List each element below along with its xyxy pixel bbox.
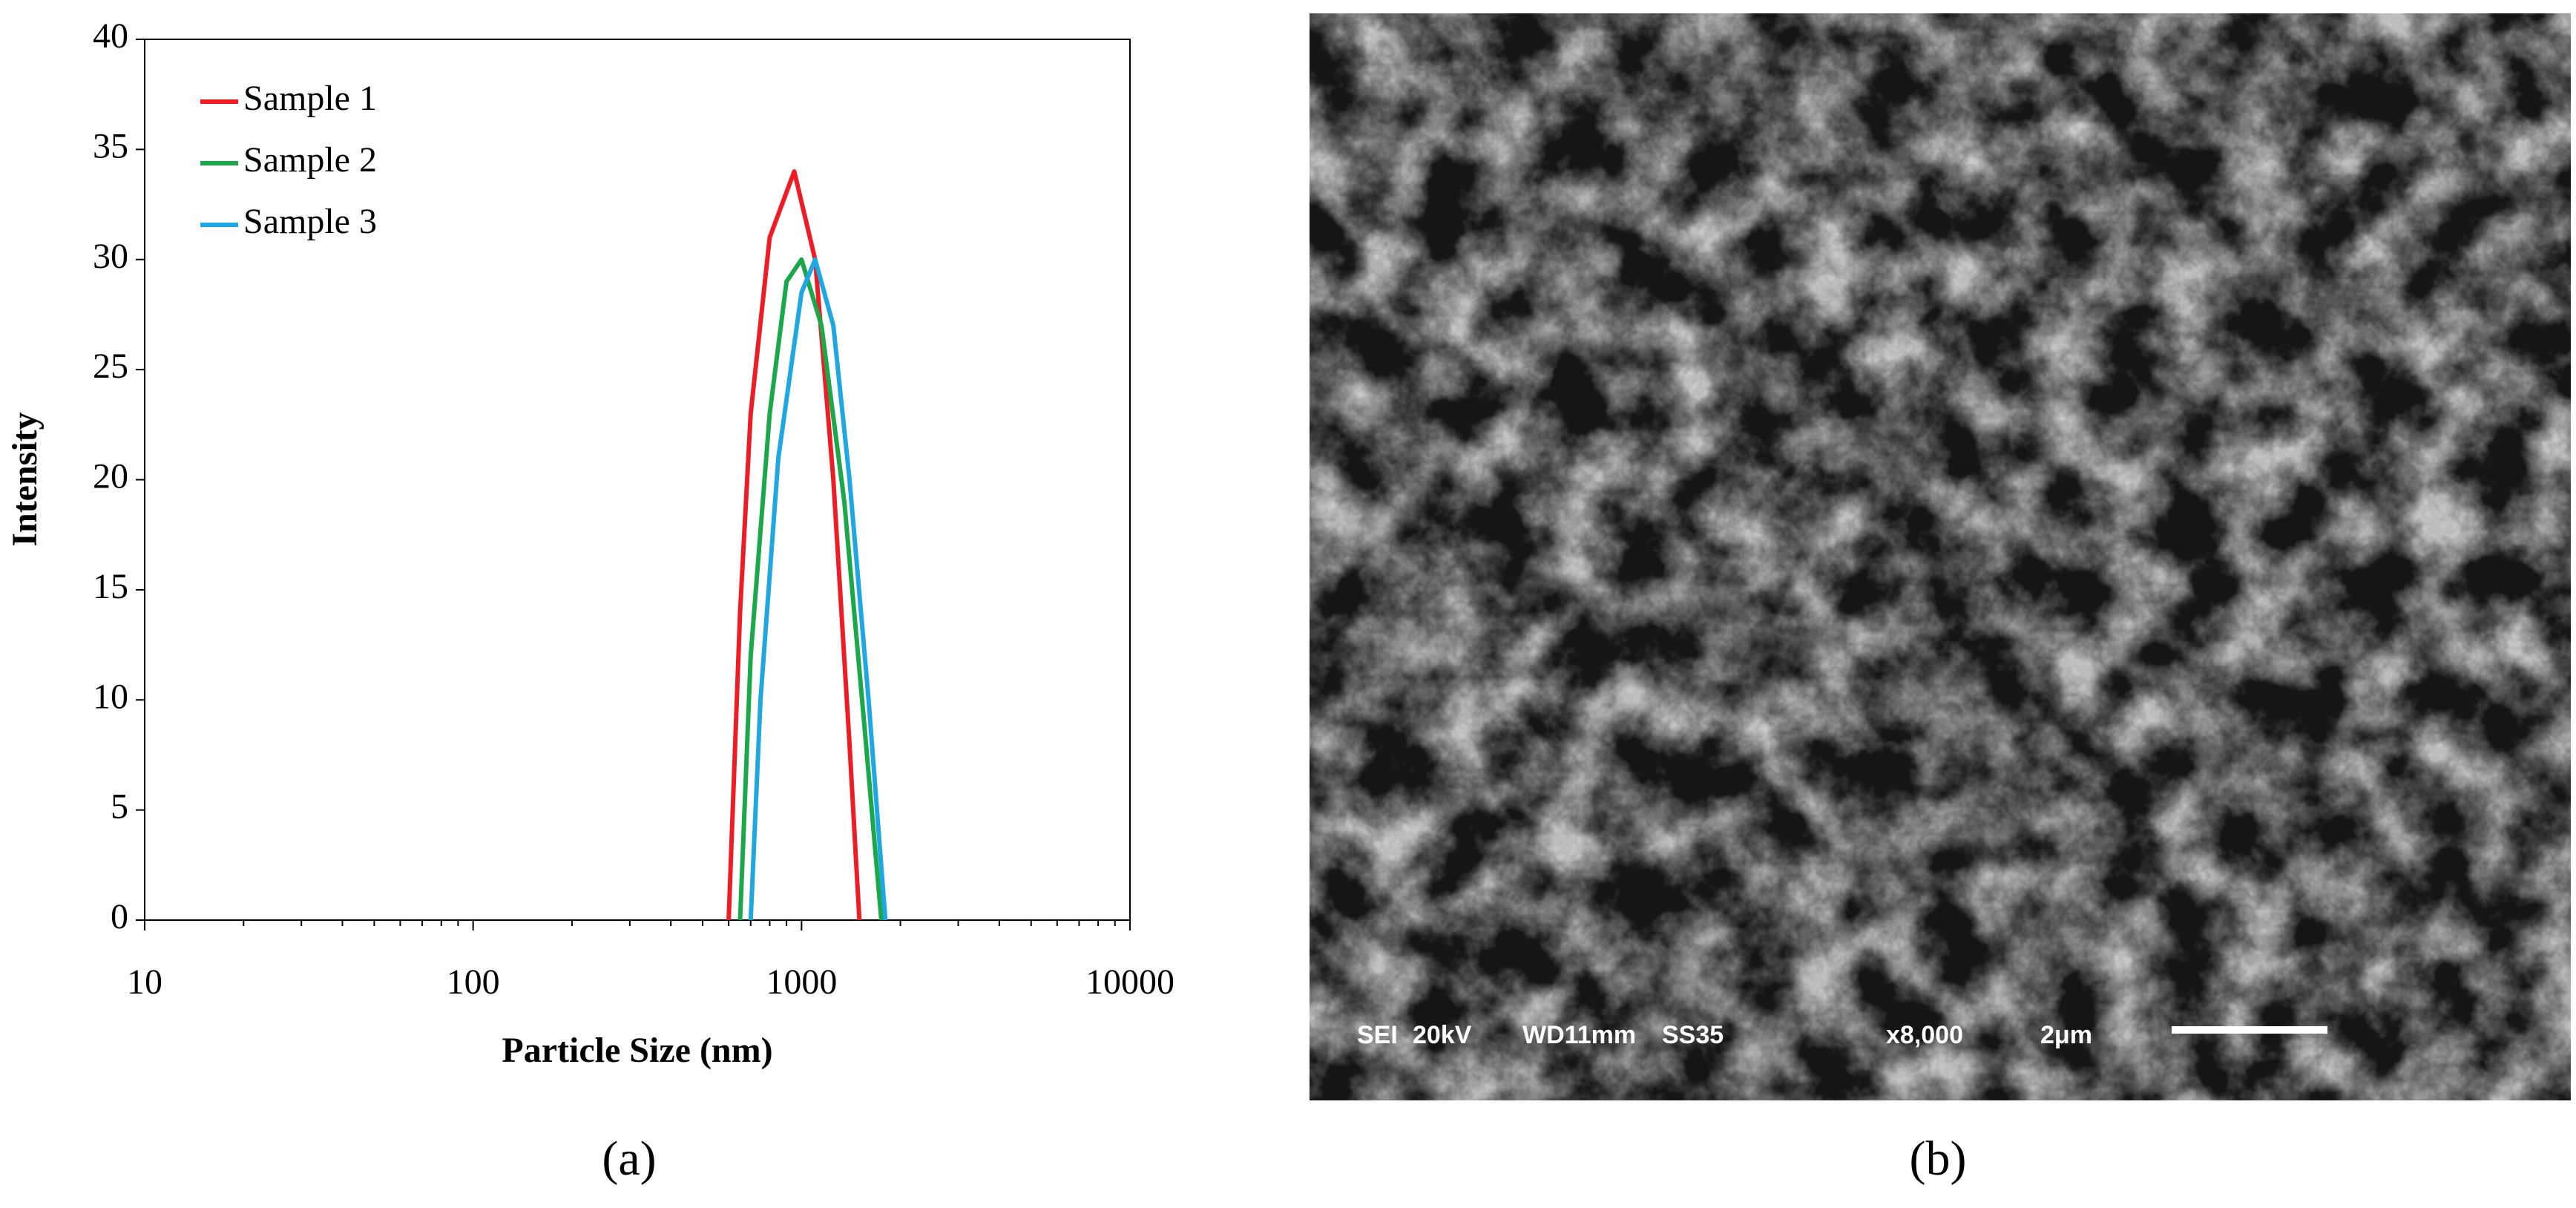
series-line [737,257,884,921]
y-tick-label: 5 [111,787,128,827]
series-line [748,257,888,921]
sem-label: 20kV [1413,1021,1472,1049]
x-tick-label: 10000 [1085,962,1174,1002]
sem-label: WD11mm [1522,1021,1636,1049]
y-tick-label: 35 [93,126,128,165]
panel-label: (b) [1910,1132,1967,1186]
x-tick-label: 10 [127,962,162,1002]
sem-image [1310,13,2571,1100]
sem-label: x8,000 [1886,1021,1963,1049]
y-tick-label: 30 [93,237,128,276]
x-axis-label: Particle Size (nm) [502,1031,772,1070]
legend-label: Sample 2 [243,140,377,180]
y-tick-label: 15 [93,567,128,606]
y-tick-label: 40 [93,16,128,56]
sem-label: 2μm [2040,1021,2092,1049]
y-tick-label: 25 [93,347,128,386]
legend-label: Sample 1 [243,79,377,118]
sem-label: SEI [1357,1021,1398,1049]
y-tick-label: 20 [93,457,128,496]
x-tick-label: 100 [447,962,500,1002]
y-tick-label: 10 [93,677,128,716]
series-line [726,169,862,921]
y-tick-label: 0 [111,897,128,936]
legend-label: Sample 3 [243,202,377,241]
panel-label: (a) [602,1132,656,1186]
sem-label: SS35 [1662,1021,1724,1049]
y-axis-label: Intensity [5,412,45,546]
x-tick-label: 1000 [766,962,837,1002]
